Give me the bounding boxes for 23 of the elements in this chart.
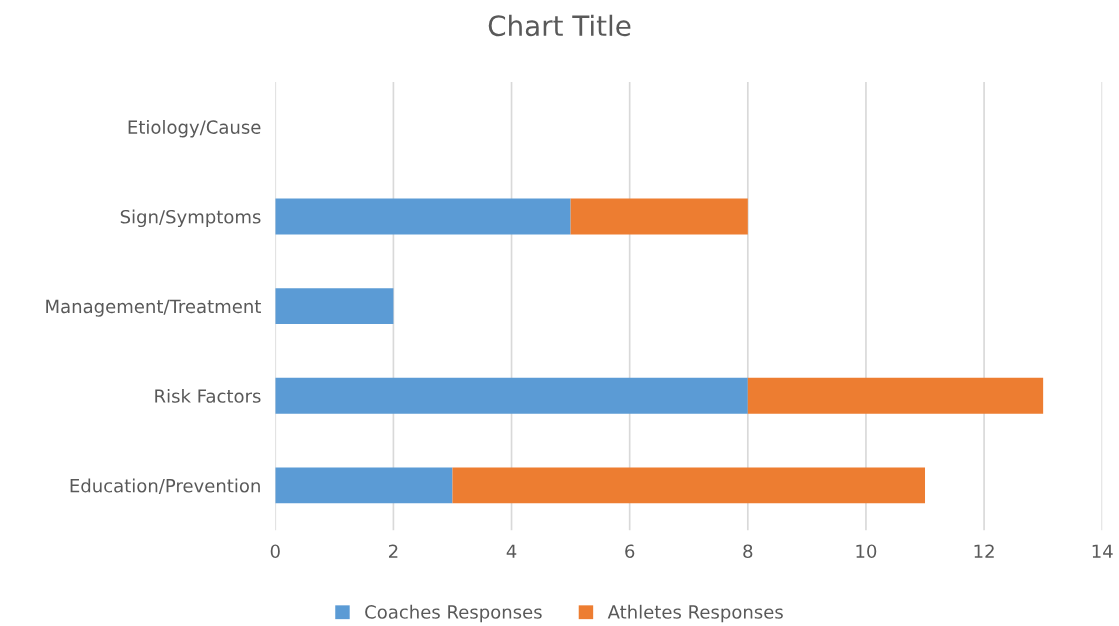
bar xyxy=(275,467,453,504)
x-tick-label: 0 xyxy=(270,544,280,559)
legend-label: Athletes Responses xyxy=(607,604,783,623)
chart-title: Chart Title xyxy=(488,14,631,37)
bar xyxy=(747,377,1044,414)
bar xyxy=(275,198,571,235)
bar xyxy=(452,467,926,504)
x-tick-label: 6 xyxy=(625,544,635,559)
y-tick-label: Management/Treatment xyxy=(46,299,261,317)
bar xyxy=(570,198,748,235)
bar xyxy=(275,288,394,325)
y-tick-label: Education/Prevention xyxy=(70,478,260,494)
x-tick-label: 4 xyxy=(506,544,517,558)
y-tick-label: Etiology/Cause xyxy=(128,119,261,138)
y-tick-label: Risk Factors xyxy=(155,388,261,403)
x-tick-label: 12 xyxy=(974,544,994,558)
legend-label: Coaches Responses xyxy=(365,604,542,623)
x-tick-label: 10 xyxy=(856,544,877,559)
x-tick-label: 2 xyxy=(388,544,398,558)
x-tick-label: 14 xyxy=(1092,544,1113,558)
bar xyxy=(275,377,748,414)
x-tick-label: 8 xyxy=(743,544,753,559)
y-tick-label: Sign/Symptoms xyxy=(120,209,261,228)
